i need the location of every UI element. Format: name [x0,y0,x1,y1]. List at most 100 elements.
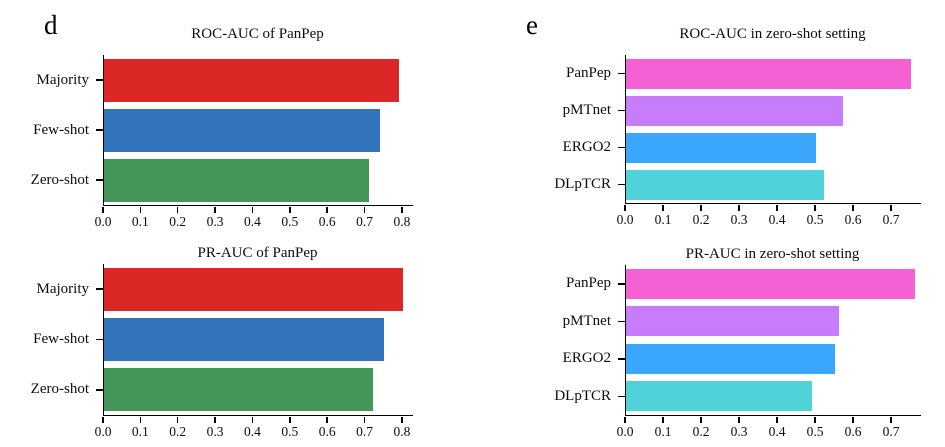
x-axis-tick [326,206,328,213]
chart-title: ROC-AUC of PanPep [191,26,324,42]
x-axis-tick [214,416,216,423]
x-axis-tick [738,204,740,211]
panel-label-e: e [526,10,538,40]
bar-dlptcr [626,381,813,412]
category-label-dlptcr: DLpTCR [554,176,611,192]
y-axis-tick [618,395,625,397]
y-axis-tick [96,179,103,181]
y-axis-tick [96,338,103,341]
x-axis-tick [214,206,216,213]
category-label-few-shot: Few-shot [33,330,89,347]
x-tick-label: 0.7 [882,424,900,439]
x-tick-label: 0.8 [393,214,411,229]
y-axis-tick [96,288,103,290]
category-label-zero-shot: Zero-shot [30,381,89,398]
category-label-pmtnet: pMTnet [562,102,611,118]
y-axis-tick [618,109,625,112]
y-axis-tick [618,72,625,75]
x-tick-label: 0.6 [318,214,336,229]
category-label-dlptcr: DLpTCR [554,387,611,404]
x-axis-tick [624,204,626,211]
bar-dlptcr [626,169,824,200]
x-axis-tick [401,206,403,213]
plot-area [103,55,413,206]
chart-title: PR-AUC of PanPep [197,245,318,261]
x-axis-tick [890,204,892,211]
x-axis-tick [289,206,291,213]
bar-zero-shot [104,368,374,412]
bar-few-shot [104,108,381,152]
category-label-pmtnet: pMTnet [562,312,611,329]
y-axis-tick [618,320,625,322]
x-axis-tick [776,204,778,211]
x-tick-label: 0.0 [616,424,634,439]
category-label-few-shot: Few-shot [33,121,89,138]
x-axis-tick [814,204,816,211]
x-tick-label: 0.4 [244,214,261,229]
bar-majority [104,267,403,311]
x-tick-label: 0.2 [692,424,710,439]
category-label-panpep: PanPep [566,65,611,81]
x-tick-label: 0.0 [94,424,112,439]
category-label-panpep: PanPep [566,275,611,292]
x-tick-label: 0.6 [318,424,336,439]
x-axis-tick [102,206,104,213]
x-tick-label: 0.3 [206,424,224,439]
plot-area [625,55,921,204]
category-label-ergo2: ERGO2 [562,139,611,155]
chart-title: ROC-AUC in zero-shot setting [679,26,866,42]
x-axis-tick [700,416,702,423]
y-axis-tick [618,183,625,186]
x-axis-tick [624,416,626,423]
x-axis-tick [852,204,854,211]
x-axis-tick [890,416,892,423]
plot-area [625,265,921,416]
x-tick-label: 0.7 [356,424,373,439]
x-axis-tick [102,416,104,423]
category-label-zero-shot: Zero-shot [30,171,89,188]
bar-pmtnet [626,306,839,337]
x-tick-label: 0.2 [169,214,187,229]
x-tick-label: 0.5 [281,214,299,229]
y-axis-tick [618,358,625,360]
x-axis-tick [738,416,740,423]
x-axis-tick [289,416,291,423]
x-axis-tick [176,416,179,423]
x-tick-label: 0.7 [882,212,900,227]
x-tick-label: 0.0 [94,214,112,229]
x-axis-tick [363,206,366,213]
x-tick-label: 0.1 [131,214,149,229]
x-tick-label: 0.6 [844,424,862,439]
x-tick-label: 0.2 [169,424,187,439]
x-tick-label: 0.0 [616,212,634,227]
x-tick-label: 0.3 [206,214,224,229]
x-tick-label: 0.6 [844,212,862,227]
x-tick-label: 0.4 [244,424,261,439]
x-tick-label: 0.7 [356,214,373,229]
x-tick-label: 0.3 [730,212,748,227]
x-tick-label: 0.5 [281,424,299,439]
category-label-majority: Majority [36,71,90,88]
bar-few-shot [104,318,385,361]
bar-panpep [626,58,912,89]
bar-ergo2 [626,132,817,163]
y-axis-tick [618,283,625,285]
bar-zero-shot [104,158,370,202]
x-axis-tick [363,416,366,423]
x-axis-tick [139,416,142,423]
x-axis-tick [251,416,254,423]
y-axis-tick [618,146,625,149]
x-tick-label: 0.1 [654,424,672,439]
x-axis-tick [662,204,664,211]
x-axis-tick [700,204,702,211]
x-tick-label: 0.2 [692,212,710,227]
x-axis-tick [401,416,403,423]
bar-ergo2 [626,343,836,374]
y-axis-tick [96,129,103,131]
plot-area [103,264,413,416]
x-axis-tick [326,416,328,423]
x-axis-tick [139,206,142,213]
x-tick-label: 0.1 [131,424,149,439]
category-label-ergo2: ERGO2 [562,350,611,367]
